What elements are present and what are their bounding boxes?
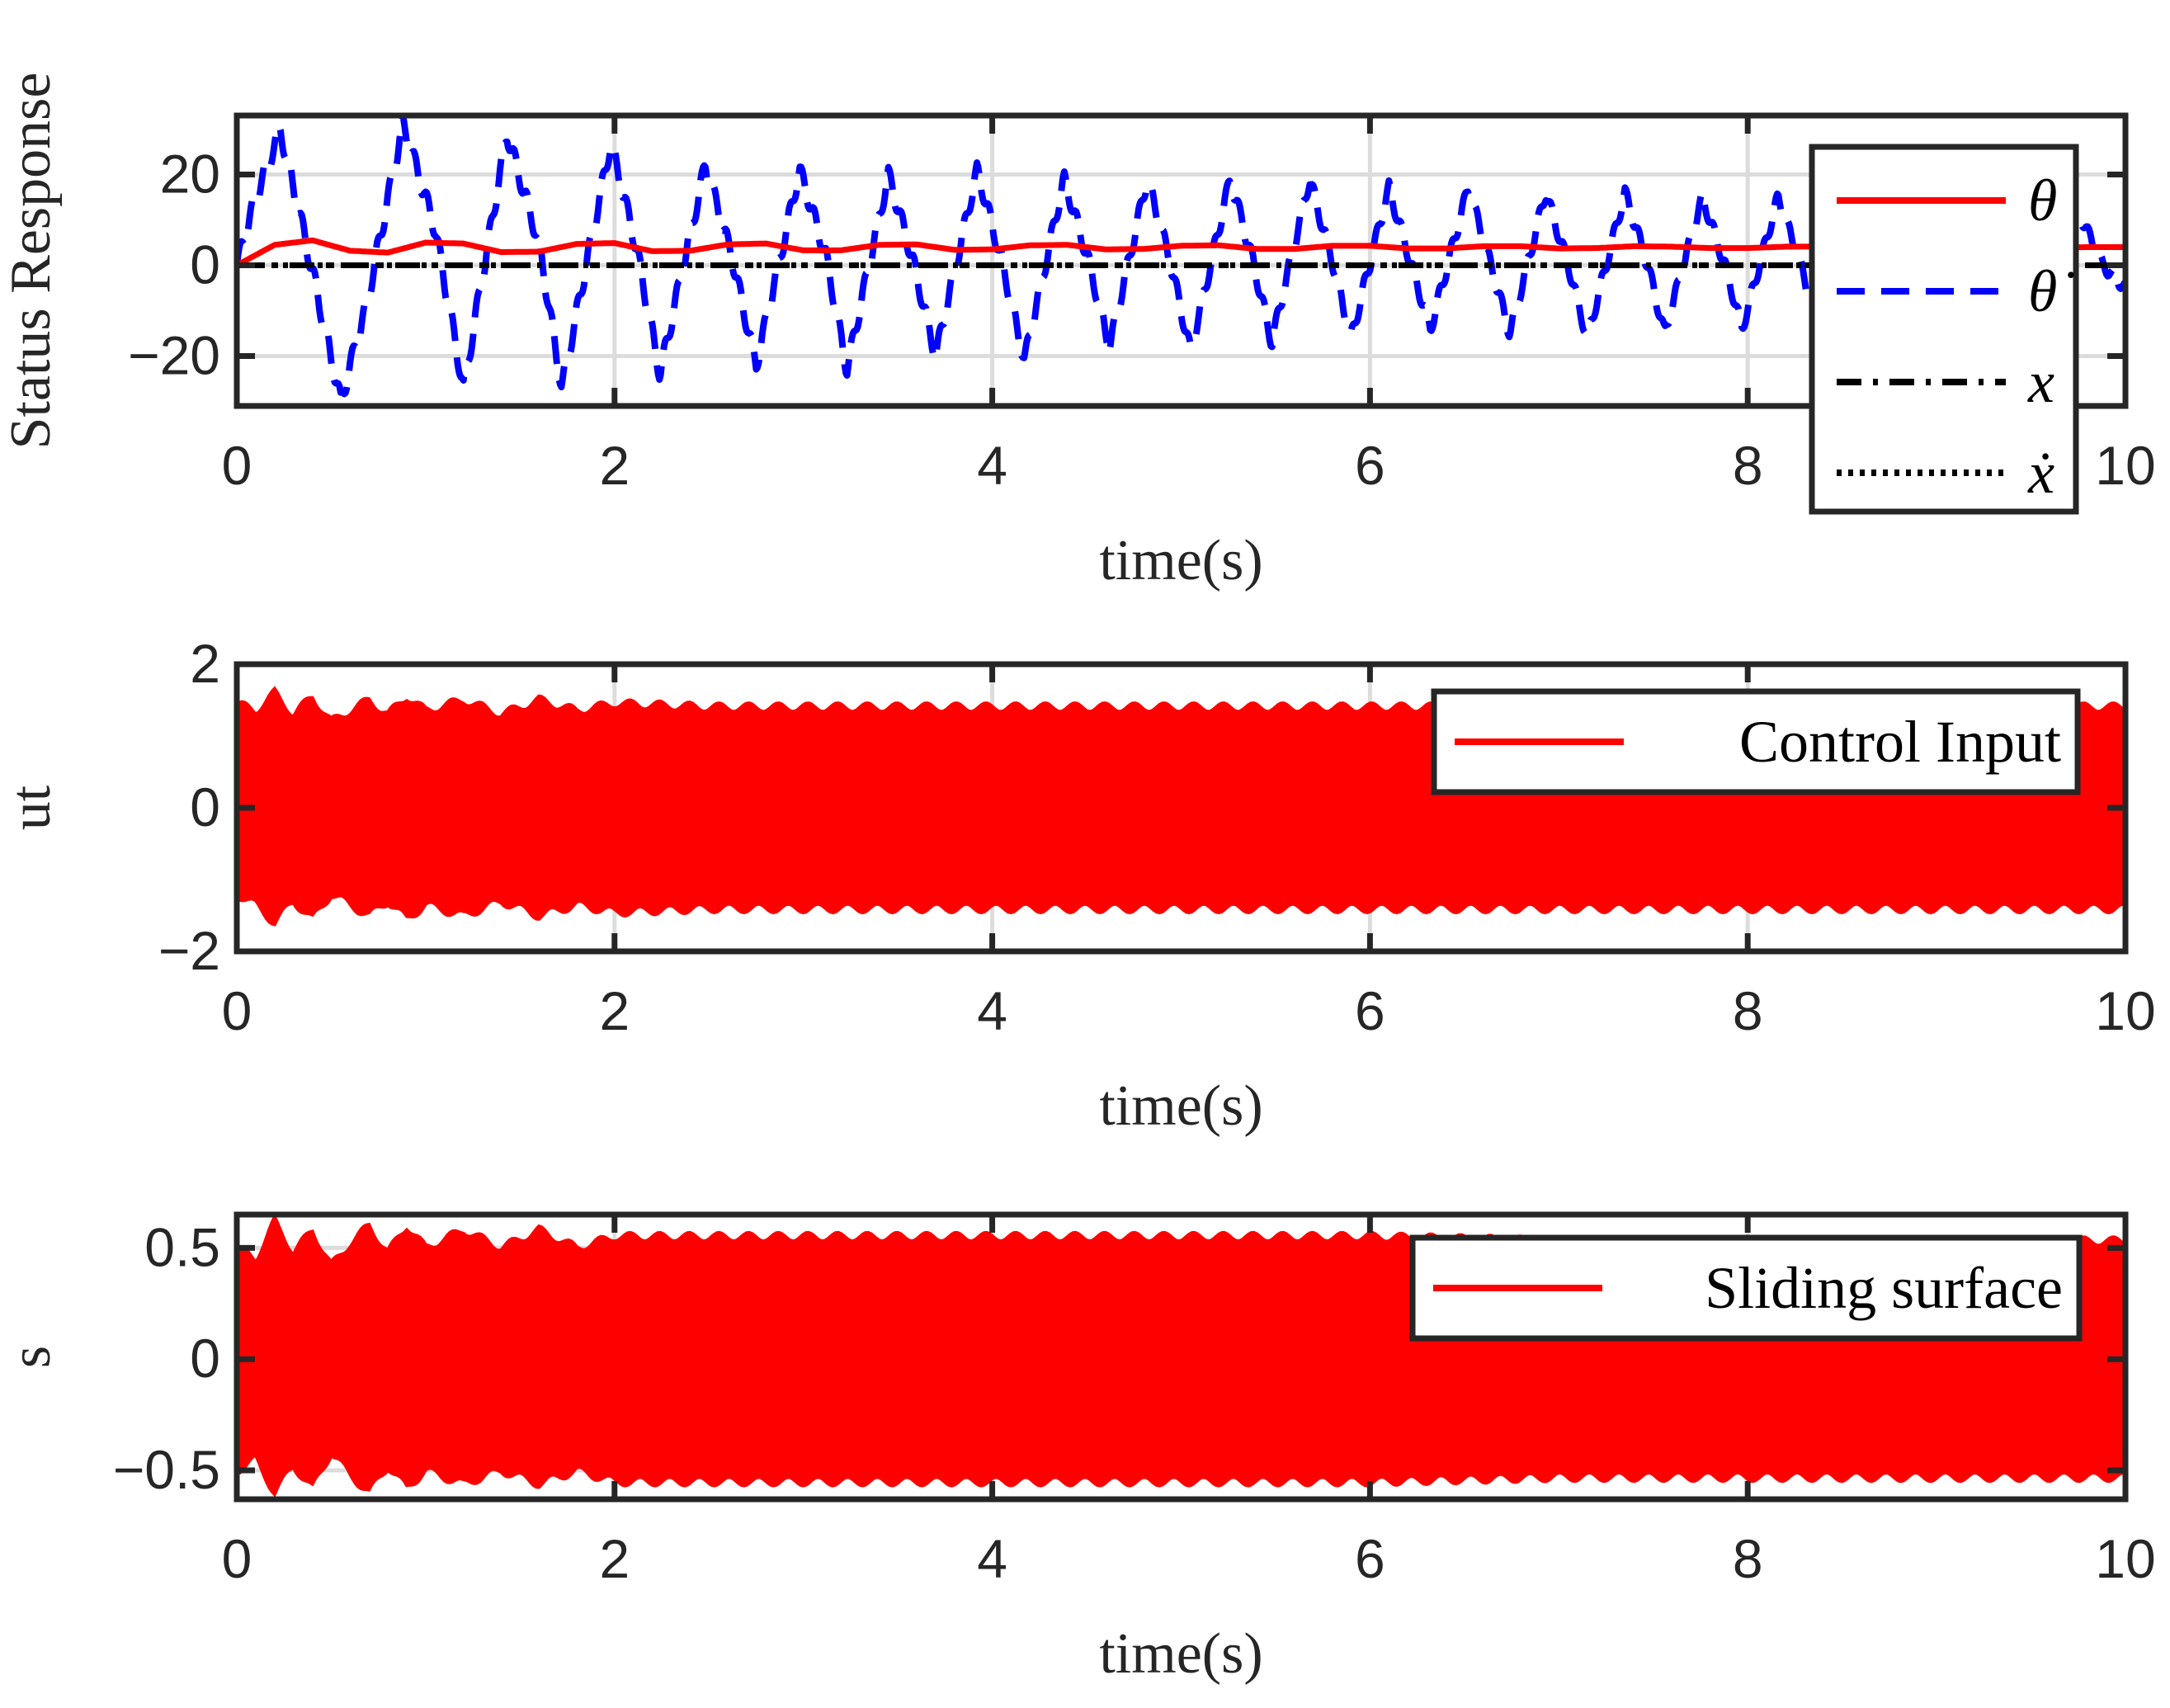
x-tick-label: 4: [977, 435, 1007, 496]
legend-label: Sliding surface: [1705, 1255, 2063, 1321]
y-tick-label: 0: [190, 234, 220, 295]
legend-label: Control Input: [1739, 709, 2061, 775]
x-tick-label: 10: [2095, 1528, 2155, 1589]
y-tick-label: −2: [158, 920, 220, 981]
y-axis-label: Status Response: [0, 73, 63, 450]
x-tick-label: 6: [1355, 1528, 1385, 1589]
x-tick-label: 2: [599, 980, 630, 1041]
x-tick-label: 6: [1355, 435, 1385, 496]
legend: θθ̇xẋ: [1809, 144, 2079, 515]
series-line-2: [237, 116, 2125, 398]
x-axis-label: time(s): [1099, 1074, 1262, 1138]
y-axis-label: ut: [0, 785, 63, 830]
y-tick-label: 2: [190, 633, 220, 694]
x-tick-label: 4: [977, 1528, 1007, 1589]
x-tick-label: 8: [1733, 1528, 1763, 1589]
x-tick-label: 10: [2095, 980, 2155, 1041]
x-tick-label: 2: [599, 435, 630, 496]
legend-box: [1809, 144, 2079, 515]
y-axis-label: s: [0, 1346, 63, 1368]
y-tick-label: −0.5: [113, 1439, 220, 1500]
y-tick-label: 0: [190, 776, 220, 837]
x-tick-label: 6: [1355, 980, 1385, 1041]
legend-label: ẋ: [2027, 440, 2054, 506]
y-tick-label: −20: [128, 325, 220, 386]
x-axis-label: time(s): [1099, 529, 1262, 592]
x-tick-label: 10: [2095, 435, 2155, 496]
x-tick-label: 8: [1733, 435, 1763, 496]
y-tick-label: 0: [190, 1328, 220, 1389]
x-tick-label: 0: [222, 980, 252, 1041]
x-tick-label: 0: [222, 435, 252, 496]
legend-label: x: [2027, 349, 2054, 415]
x-axis-label: time(s): [1099, 1622, 1262, 1686]
y-tick-label: 0.5: [144, 1216, 220, 1277]
axes-box: [234, 112, 2129, 409]
legend-label: θ: [2028, 167, 2057, 234]
legend: Sliding surface: [1409, 1234, 2083, 1342]
x-tick-label: 0: [222, 1528, 252, 1589]
y-tick-label: 20: [160, 144, 220, 205]
x-tick-label: 2: [599, 1528, 630, 1589]
x-tick-label: 8: [1733, 980, 1763, 1041]
legend: Control Input: [1431, 688, 2081, 795]
x-tick-label: 4: [977, 980, 1007, 1041]
